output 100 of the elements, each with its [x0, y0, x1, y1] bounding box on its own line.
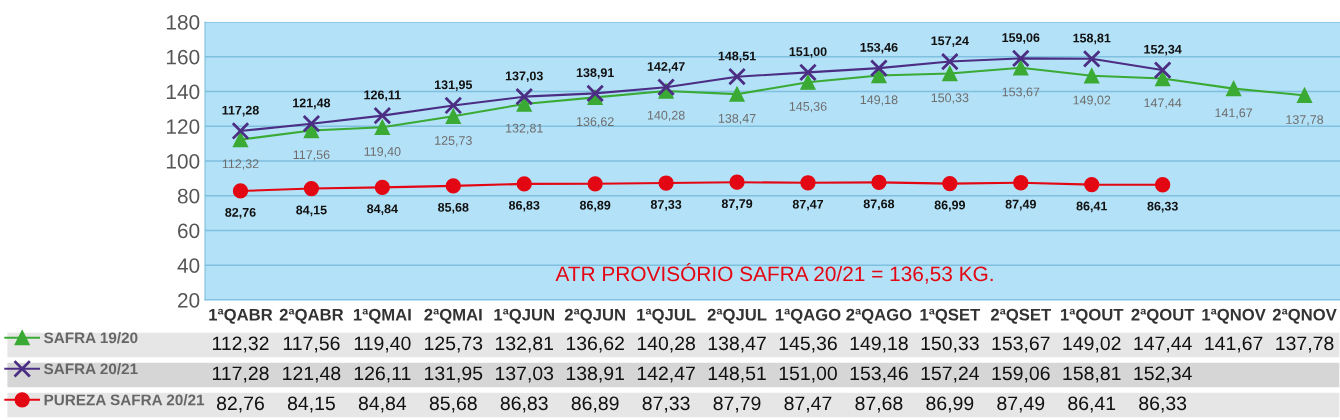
point	[374, 179, 390, 195]
y-tick-label: 60	[178, 223, 200, 239]
point	[1084, 176, 1100, 193]
text: 86,99	[934, 200, 966, 212]
point	[942, 175, 958, 192]
data-label: 86,99	[926, 396, 974, 413]
point	[516, 176, 532, 192]
text: 87,33	[650, 200, 682, 211]
point	[1225, 80, 1242, 97]
data-label: 84,84	[358, 396, 407, 413]
text: 159,06	[1002, 33, 1040, 44]
point	[445, 108, 461, 124]
x-tick-label: 2ªQSET	[990, 308, 1052, 324]
data-label: 157,24	[921, 366, 980, 383]
text: 153,46	[860, 42, 898, 54]
text: 82,76	[225, 207, 256, 219]
y-tick-label: 140	[166, 84, 200, 100]
text: 87,49	[1005, 199, 1036, 211]
text: 148,51	[718, 51, 756, 63]
data-label: 158,81	[1063, 366, 1121, 383]
data-label: 137,03	[495, 366, 554, 383]
text: 137,78	[1286, 115, 1324, 126]
point	[728, 67, 747, 86]
data-label: 142,47	[637, 366, 695, 383]
text: 112,32	[222, 159, 259, 170]
point	[445, 178, 461, 194]
data-label: 87,68	[855, 396, 903, 413]
point	[1296, 87, 1313, 103]
text: 131,95	[434, 80, 473, 91]
data-label: 145,36	[779, 336, 837, 353]
x-tick-label: 1ªQABR	[209, 308, 273, 324]
legend-label: SAFRA 19/20	[43, 332, 138, 344]
text: 86,33	[1147, 201, 1178, 213]
data-label: 140,28	[637, 336, 695, 353]
data-label: 148,51	[708, 366, 766, 383]
point	[1155, 177, 1171, 193]
data-label: 87,47	[784, 396, 832, 413]
point	[942, 65, 958, 82]
text: 119,40	[364, 147, 401, 158]
text: 84,15	[296, 205, 327, 217]
data-label: 87,49	[997, 396, 1045, 413]
data-label: 86,83	[500, 396, 548, 413]
x-tick-label: 1ªQNOV	[1202, 308, 1266, 324]
text: 150,33	[931, 93, 969, 104]
point	[1153, 61, 1172, 80]
point	[871, 174, 887, 191]
data-label: 159,06	[992, 366, 1050, 383]
point	[374, 119, 390, 135]
text: 152,34	[1144, 44, 1182, 56]
text: 84,84	[367, 204, 398, 215]
data-label: 132,81	[495, 336, 554, 353]
x-tick-label: 2ªQAGO	[846, 308, 912, 324]
text: 126,11	[364, 90, 401, 102]
x-tick-label: 2ªQNOV	[1272, 308, 1337, 324]
point	[373, 106, 392, 125]
point	[231, 121, 250, 140]
data-label: 150,33	[921, 336, 979, 353]
text: 136,62	[577, 117, 614, 128]
data-label: 141,67	[1205, 336, 1263, 353]
data-label: 136,62	[566, 336, 624, 353]
data-label: 147,44	[1134, 336, 1192, 353]
text: 145,36	[789, 101, 827, 113]
legend-label: SAFRA 20/21	[43, 363, 138, 375]
point	[302, 114, 321, 133]
data-label: 86,89	[571, 396, 619, 413]
data-label: 151,00	[779, 366, 837, 383]
text: 85,68	[438, 202, 469, 214]
data-label: 131,95	[425, 366, 483, 383]
data-label: 126,11	[354, 366, 411, 383]
data-label: 119,40	[354, 336, 411, 353]
x-tick-label: 2ªQABR	[279, 308, 344, 324]
data-label: 138,91	[566, 366, 624, 383]
y-tick-label: 120	[166, 119, 200, 134]
data-label: 85,68	[429, 396, 477, 413]
text: 149,18	[860, 95, 898, 106]
x-tick-label: 1ªQOUT	[1060, 308, 1124, 324]
y-tick-label: 20	[178, 293, 200, 308]
text: 117,56	[293, 150, 330, 161]
point	[798, 63, 817, 82]
text: 125,73	[435, 136, 472, 147]
text: 86,41	[1076, 201, 1108, 213]
text: 86,83	[508, 200, 540, 212]
annotation: ATR PROVISÓRIO SAFRA 20/21 = 136,53 KG.	[555, 262, 993, 284]
data-label: 117,56	[283, 336, 340, 353]
text: 87,68	[863, 199, 895, 211]
text: 149,02	[1073, 95, 1111, 106]
x-tick-label: 1ªQMAI	[353, 308, 411, 324]
point	[586, 84, 605, 103]
data-label: 112,32	[212, 336, 269, 353]
y-tick-label: 80	[177, 188, 200, 204]
point	[232, 183, 249, 199]
text: 121,48	[293, 98, 331, 110]
text: 142,47	[647, 62, 685, 73]
data-label: 87,33	[642, 396, 690, 413]
data-label: 152,34	[1134, 366, 1192, 383]
x-tick-label: 2ªQJUL	[707, 308, 767, 324]
x-tick-label: 2ªQJUN	[564, 308, 625, 324]
data-label: 86,41	[1068, 396, 1116, 413]
data-label: 138,47	[708, 336, 766, 353]
point	[869, 59, 888, 78]
